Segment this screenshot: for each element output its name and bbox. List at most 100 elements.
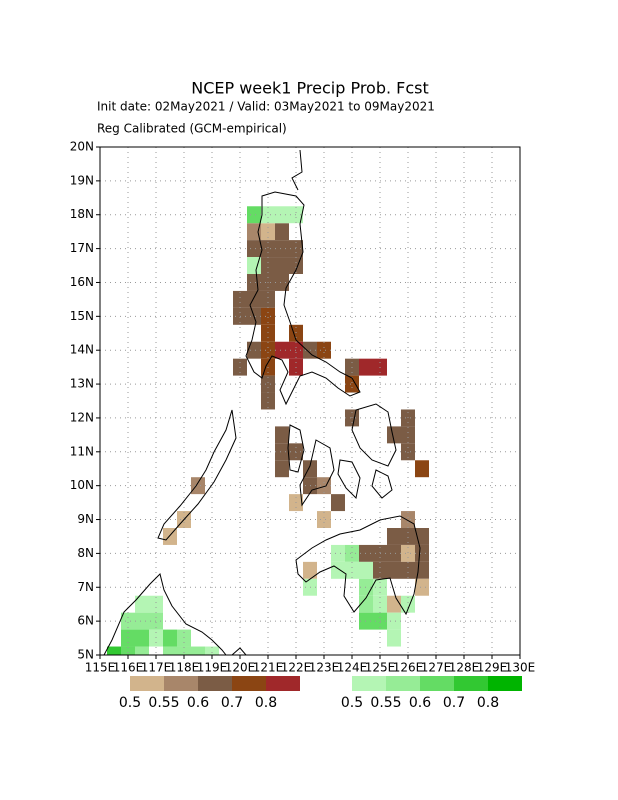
coastline — [299, 439, 335, 507]
dry-cell — [261, 223, 275, 241]
wet-cell — [247, 257, 261, 274]
dry-cell — [387, 561, 401, 579]
wet-cell — [373, 595, 387, 613]
dry-cell — [275, 257, 289, 274]
coastline — [287, 424, 305, 473]
wet-cell — [331, 544, 345, 562]
dry-cell — [289, 257, 303, 274]
dry-cell — [401, 443, 415, 461]
legend-label: 0.8 — [477, 695, 499, 711]
x-tick-label: 121E — [253, 661, 284, 675]
dry-cell — [345, 375, 359, 393]
y-tick-label: 18N — [70, 207, 94, 221]
dry-cell — [401, 426, 415, 444]
x-tick-label: 122E — [281, 661, 312, 675]
dry-cell — [387, 544, 401, 562]
coastlines — [103, 149, 421, 655]
legend-swatch — [352, 676, 386, 691]
coastline — [371, 469, 393, 499]
wet-cell — [359, 561, 373, 579]
dry-cell — [275, 460, 289, 478]
wet-cell — [135, 595, 149, 613]
x-tick-label: 118E — [169, 661, 200, 675]
x-tick-label: 117E — [141, 661, 172, 675]
dry-cell — [275, 240, 289, 258]
dry-cell — [247, 274, 261, 291]
coastline — [291, 149, 303, 191]
x-tick-label: 124E — [337, 661, 368, 675]
x-tick-label: 126E — [393, 661, 424, 675]
y-tick-label: 6N — [77, 614, 94, 628]
dry-cell — [247, 290, 261, 308]
wet-cell — [345, 561, 359, 579]
x-tick-label: 115E — [85, 661, 116, 675]
dry-cell — [191, 477, 205, 495]
y-tick-label: 8N — [77, 546, 94, 560]
dry-cell — [275, 341, 289, 359]
cell-layer — [107, 206, 429, 655]
dry-cell — [261, 324, 275, 342]
dry-cell — [303, 561, 317, 579]
dry-cell — [163, 528, 177, 545]
legend: 0.5 0.55 0.6 0.7 0.8 0.5 0.55 0.6 0.7 0.8 — [119, 676, 522, 711]
wet-cell — [331, 561, 345, 579]
wet-cell — [121, 612, 135, 630]
dry-cell — [415, 460, 429, 478]
y-tick-label: 19N — [70, 173, 94, 187]
legend-swatch — [488, 676, 522, 691]
x-tick-label: 119E — [197, 661, 228, 675]
legend-swatch — [420, 676, 454, 691]
dry-cell — [401, 511, 415, 528]
legend-label: 0.55 — [148, 695, 179, 711]
y-tick-label: 5N — [77, 648, 94, 662]
legend-label: 0.6 — [187, 695, 209, 711]
chart-title: NCEP week1 Precip Prob. Fcst — [191, 79, 429, 98]
wet-cell — [163, 629, 177, 647]
dry-cell — [401, 544, 415, 562]
wet-cell — [121, 646, 135, 655]
coastline — [231, 647, 247, 655]
y-tick-label: 20N — [70, 140, 94, 154]
coastline — [295, 515, 421, 616]
legend-label: 0.8 — [255, 695, 277, 711]
dry-cell — [401, 528, 415, 545]
x-tick-label: 116E — [113, 661, 144, 675]
x-tick-label: 125E — [365, 661, 396, 675]
legend-label: 0.7 — [443, 695, 465, 711]
dry-cell — [331, 494, 345, 512]
dry-cell — [275, 223, 289, 241]
subtitle: Reg Calibrated (GCM-empirical) — [97, 122, 287, 136]
dry-cell — [387, 528, 401, 545]
wet-cell — [345, 544, 359, 562]
wet-cell — [149, 595, 163, 613]
legend-label: 0.5 — [119, 695, 141, 711]
subtitle: Init date: 02May2021 / Valid: 03May2021 … — [97, 100, 435, 114]
dry-cell — [317, 477, 331, 495]
legend-swatch — [198, 676, 232, 691]
dry-cell — [317, 341, 331, 359]
dry-cell — [415, 544, 429, 562]
y-tick-label: 10N — [70, 478, 94, 492]
coastline — [157, 409, 237, 541]
legend-label: 0.55 — [370, 695, 401, 711]
dry-cell — [415, 578, 429, 596]
legend-swatch — [386, 676, 420, 691]
dry-cell — [261, 341, 275, 359]
x-tick-label: 128E — [449, 661, 480, 675]
wet-cell — [387, 629, 401, 647]
legend-swatch — [454, 676, 488, 691]
wet-cell — [205, 646, 219, 655]
legend-label: 0.6 — [409, 695, 431, 711]
dry-cell — [261, 290, 275, 308]
x-tick-label: 130E — [505, 661, 536, 675]
x-tick-label: 127E — [421, 661, 452, 675]
dry-cell — [373, 561, 387, 579]
dry-cell — [261, 375, 275, 393]
legend-swatch — [130, 676, 164, 691]
wet-cell — [177, 646, 191, 655]
legend-label: 0.7 — [221, 695, 243, 711]
wet-cell — [191, 646, 205, 655]
wet-cell — [135, 629, 149, 647]
dry-cell — [247, 223, 261, 241]
